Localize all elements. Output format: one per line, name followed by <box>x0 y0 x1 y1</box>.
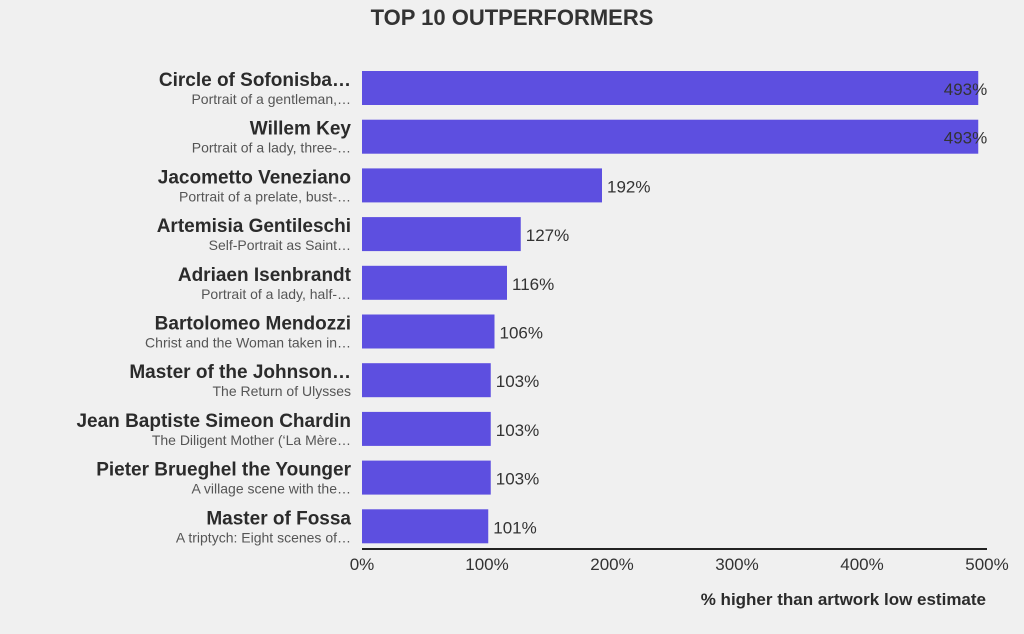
bar <box>362 509 489 544</box>
value-label: 106% <box>500 324 543 343</box>
artwork-label: The Diligent Mother (‘La Mère… <box>152 432 351 448</box>
bar <box>362 314 495 349</box>
artist-label: Adriaen Isenbrandt <box>178 265 352 286</box>
artist-label: Jean Baptiste Simeon Chardin <box>76 411 351 432</box>
bar <box>362 265 507 300</box>
value-label: 493% <box>944 129 987 148</box>
artist-label: Jacometto Veneziano <box>158 167 351 188</box>
value-label: 493% <box>944 80 987 99</box>
x-tick-label: 100% <box>465 555 508 574</box>
value-label: 101% <box>493 518 536 537</box>
value-labels-layer: 493% 493% 192% 127% 116% 106% 103% 103% 103% 101% <box>493 80 987 537</box>
bar <box>362 363 491 398</box>
bar <box>362 460 491 495</box>
value-label: 103% <box>496 372 539 391</box>
artwork-label: The Return of Ulysses <box>213 383 352 399</box>
bar <box>362 168 602 203</box>
value-label: 103% <box>496 421 539 440</box>
artwork-label: Self-Portrait as Saint… <box>209 237 351 253</box>
bar <box>362 411 491 446</box>
value-label: 103% <box>496 470 539 489</box>
artist-label: Circle of Sofonisba… <box>159 70 351 91</box>
bar <box>362 217 521 252</box>
artwork-label: Portrait of a prelate, bust-… <box>179 188 351 204</box>
artwork-label: Portrait of a gentleman,… <box>191 91 351 107</box>
artist-label: Willem Key <box>250 119 352 140</box>
x-tick-label: 500% <box>965 555 1008 574</box>
artist-label: Artemisia Gentileschi <box>157 216 351 237</box>
value-label: 127% <box>526 226 569 245</box>
artist-label: Pieter Brueghel the Younger <box>96 460 351 481</box>
value-label: 192% <box>607 177 650 196</box>
artist-label: Master of Fossa <box>206 508 351 529</box>
artwork-label: Portrait of a lady, three-… <box>192 140 351 156</box>
x-axis-label: % higher than artwork low estimate <box>700 590 986 609</box>
artwork-label: Christ and the Woman taken in… <box>145 335 351 351</box>
x-tick-label: 0% <box>350 555 375 574</box>
artwork-label: A triptych: Eight scenes of… <box>176 529 351 545</box>
bars-layer <box>362 71 979 544</box>
bar <box>362 71 979 105</box>
x-tick-label: 300% <box>715 555 758 574</box>
x-ticks-layer: 0% 100% 200% 300% 400% 500% <box>350 555 1009 574</box>
artwork-label: A village scene with the… <box>191 481 351 497</box>
chart-title: TOP 10 OUTPERFORMERS <box>370 5 654 30</box>
bar <box>362 119 979 154</box>
artist-label: Bartolomeo Mendozzi <box>155 314 351 335</box>
artist-label: Master of the Johnson… <box>129 362 351 383</box>
x-tick-label: 400% <box>840 555 883 574</box>
artwork-label: Portrait of a lady, half-… <box>201 286 351 302</box>
category-labels-layer: Circle of Sofonisba…Portrait of a gentle… <box>76 70 351 545</box>
value-label: 116% <box>512 275 554 294</box>
x-tick-label: 200% <box>590 555 633 574</box>
